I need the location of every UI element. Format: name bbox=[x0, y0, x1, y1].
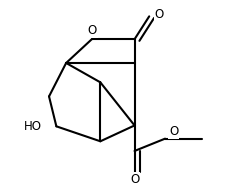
Text: HO: HO bbox=[24, 120, 42, 133]
Text: O: O bbox=[129, 173, 139, 186]
Text: O: O bbox=[154, 8, 163, 21]
Text: O: O bbox=[87, 24, 96, 37]
Text: O: O bbox=[168, 125, 177, 138]
